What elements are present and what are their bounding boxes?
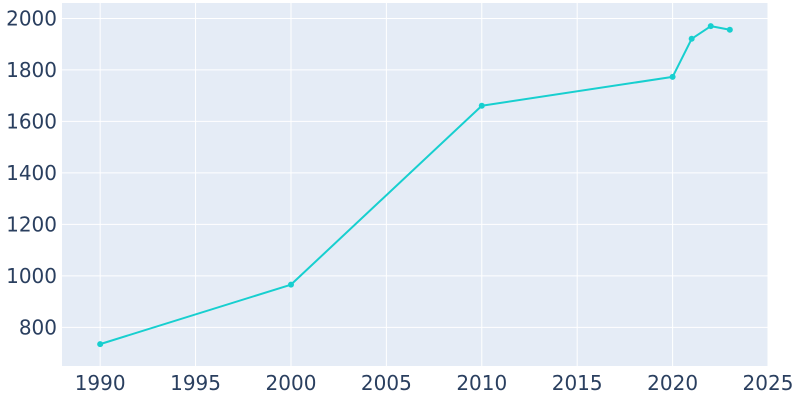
data-point[interactable] [688,35,695,42]
x-tick-label: 2020 [647,371,698,395]
y-gridlines [62,17,768,328]
x-tick-label: 2000 [266,371,317,395]
data-point[interactable] [478,102,485,109]
data-point[interactable] [726,26,733,33]
data-point[interactable] [287,281,294,288]
x-tick-label: 2025 [743,371,794,395]
y-tick-label: 1000 [6,264,57,288]
y-tick-label: 1800 [6,58,57,82]
x-gridlines [99,3,769,366]
x-tick-label: 2010 [456,371,507,395]
x-tick-label: 1990 [75,371,126,395]
y-axis-tick-labels: 800 1000 1200 1400 1600 1800 2000 [6,6,57,339]
x-tick-label: 1995 [170,371,221,395]
x-tick-label: 2005 [361,371,412,395]
data-point[interactable] [707,23,714,30]
y-tick-label: 1600 [6,109,57,133]
y-tick-label: 800 [19,315,57,339]
y-tick-label: 1400 [6,161,57,185]
y-tick-label: 2000 [6,6,57,30]
plot-area [62,3,768,366]
data-point[interactable] [669,73,676,80]
x-axis-tick-labels: 1990 1995 2000 2005 2010 2015 2020 2025 [75,371,794,395]
series-layer [97,23,733,348]
data-point[interactable] [97,341,104,348]
x-tick-label: 2015 [552,371,603,395]
y-tick-label: 1200 [6,212,57,236]
